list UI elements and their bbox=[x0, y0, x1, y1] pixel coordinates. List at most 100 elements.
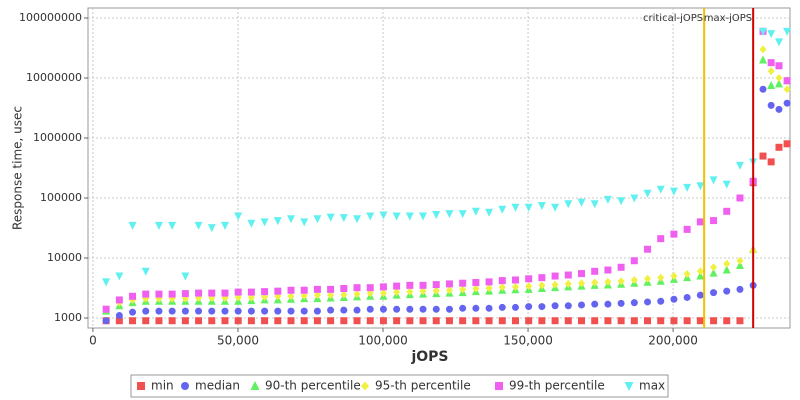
point bbox=[696, 317, 704, 325]
point bbox=[459, 279, 467, 287]
point bbox=[604, 317, 612, 325]
point bbox=[630, 194, 639, 203]
point bbox=[379, 283, 387, 291]
point bbox=[459, 304, 467, 312]
legend-marker bbox=[137, 382, 145, 390]
point bbox=[710, 289, 718, 297]
point bbox=[195, 307, 203, 315]
point bbox=[617, 299, 625, 307]
point bbox=[445, 317, 453, 325]
point bbox=[459, 285, 467, 294]
point bbox=[511, 203, 520, 212]
point bbox=[115, 296, 123, 304]
point bbox=[485, 208, 494, 217]
point bbox=[564, 317, 572, 325]
point bbox=[207, 224, 216, 233]
point bbox=[759, 55, 768, 64]
point bbox=[392, 212, 401, 221]
point bbox=[538, 274, 546, 282]
point bbox=[393, 317, 401, 325]
point bbox=[327, 306, 335, 314]
point bbox=[683, 293, 691, 301]
point bbox=[181, 272, 190, 281]
point bbox=[432, 286, 440, 295]
point bbox=[564, 200, 573, 209]
point bbox=[759, 27, 768, 36]
point bbox=[710, 217, 718, 225]
point bbox=[313, 215, 322, 224]
point bbox=[551, 203, 560, 212]
point bbox=[710, 317, 718, 325]
point bbox=[498, 317, 506, 325]
point bbox=[115, 312, 123, 320]
point bbox=[458, 210, 467, 219]
x-tick-label: 150,000 bbox=[503, 334, 553, 348]
point bbox=[181, 290, 189, 298]
point bbox=[419, 212, 428, 221]
x-tick-label: 100,000 bbox=[358, 334, 408, 348]
point bbox=[735, 260, 744, 269]
point bbox=[419, 317, 427, 325]
point bbox=[591, 317, 599, 325]
point bbox=[432, 317, 440, 325]
point bbox=[472, 279, 480, 287]
point bbox=[736, 317, 744, 325]
point bbox=[168, 221, 177, 230]
point bbox=[617, 263, 625, 271]
point bbox=[774, 79, 783, 88]
point bbox=[657, 273, 665, 282]
x-tick-label: 0 bbox=[89, 334, 97, 348]
point bbox=[102, 278, 111, 287]
point bbox=[472, 317, 480, 325]
point bbox=[419, 287, 427, 296]
point bbox=[524, 203, 533, 212]
point bbox=[736, 194, 744, 202]
point bbox=[274, 317, 282, 325]
point bbox=[498, 277, 506, 285]
point bbox=[406, 305, 414, 313]
point bbox=[696, 182, 705, 191]
point bbox=[260, 218, 269, 227]
y-tick-label: 10000000 bbox=[26, 71, 82, 84]
point bbox=[300, 218, 309, 227]
point bbox=[525, 275, 533, 283]
point bbox=[759, 152, 767, 160]
point bbox=[445, 305, 453, 313]
point bbox=[313, 317, 321, 325]
point bbox=[735, 161, 744, 170]
point bbox=[220, 221, 229, 230]
point bbox=[485, 278, 493, 286]
point bbox=[775, 105, 783, 113]
point bbox=[247, 307, 255, 315]
point bbox=[340, 285, 348, 293]
point bbox=[208, 289, 216, 297]
point bbox=[366, 305, 374, 313]
point bbox=[485, 284, 493, 293]
point bbox=[722, 180, 731, 189]
point bbox=[379, 289, 387, 298]
point bbox=[142, 317, 150, 325]
point bbox=[247, 219, 256, 228]
legend-marker bbox=[181, 382, 189, 390]
point bbox=[710, 263, 718, 272]
point bbox=[406, 317, 414, 325]
point bbox=[604, 266, 612, 274]
point bbox=[551, 302, 559, 310]
point bbox=[261, 307, 269, 315]
point bbox=[603, 195, 612, 204]
point bbox=[154, 221, 163, 230]
point bbox=[759, 45, 767, 54]
legend-label: max bbox=[639, 379, 665, 393]
point bbox=[471, 207, 480, 216]
point bbox=[261, 288, 269, 296]
x-axis-title: jOPS bbox=[410, 349, 448, 365]
point bbox=[670, 295, 678, 303]
point bbox=[168, 317, 176, 325]
point bbox=[379, 305, 387, 313]
point bbox=[366, 284, 374, 292]
point bbox=[208, 317, 216, 325]
point bbox=[775, 62, 783, 70]
point bbox=[767, 101, 775, 109]
point bbox=[537, 201, 546, 210]
point bbox=[128, 221, 137, 230]
